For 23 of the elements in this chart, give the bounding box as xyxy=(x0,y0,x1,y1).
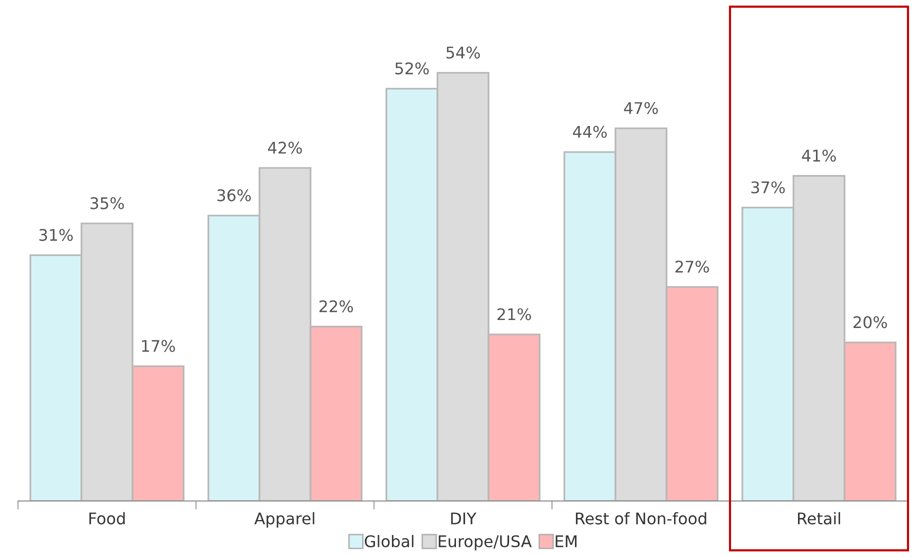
x-tick-label: Apparel xyxy=(254,512,314,528)
data-label: 21% xyxy=(498,308,531,320)
data-label: 47% xyxy=(624,102,658,114)
data-label: 17% xyxy=(142,340,175,352)
data-label: 20% xyxy=(854,316,887,328)
x-tick-label: Rest of Non-food xyxy=(576,512,706,524)
data-label: 27% xyxy=(676,260,709,273)
data-label: 54% xyxy=(446,46,480,59)
data-label: 35% xyxy=(90,197,124,210)
data-label: 44% xyxy=(572,126,607,138)
legend-label: EM xyxy=(556,535,576,548)
data-label: 36% xyxy=(217,189,251,202)
x-tick-label: DIY xyxy=(451,512,476,524)
data-label: 52% xyxy=(395,62,429,74)
x-tick-label: Food xyxy=(89,512,125,524)
data-label: 22% xyxy=(320,300,353,312)
data-label: 42% xyxy=(268,142,302,154)
legend-label: Global xyxy=(364,534,414,548)
x-tick-label: Retail xyxy=(798,512,840,524)
legend-label: Europe/USA xyxy=(438,535,532,550)
data-label: 41% xyxy=(802,150,836,162)
data-label: 31% xyxy=(39,228,73,241)
data-label: 37% xyxy=(751,181,785,194)
